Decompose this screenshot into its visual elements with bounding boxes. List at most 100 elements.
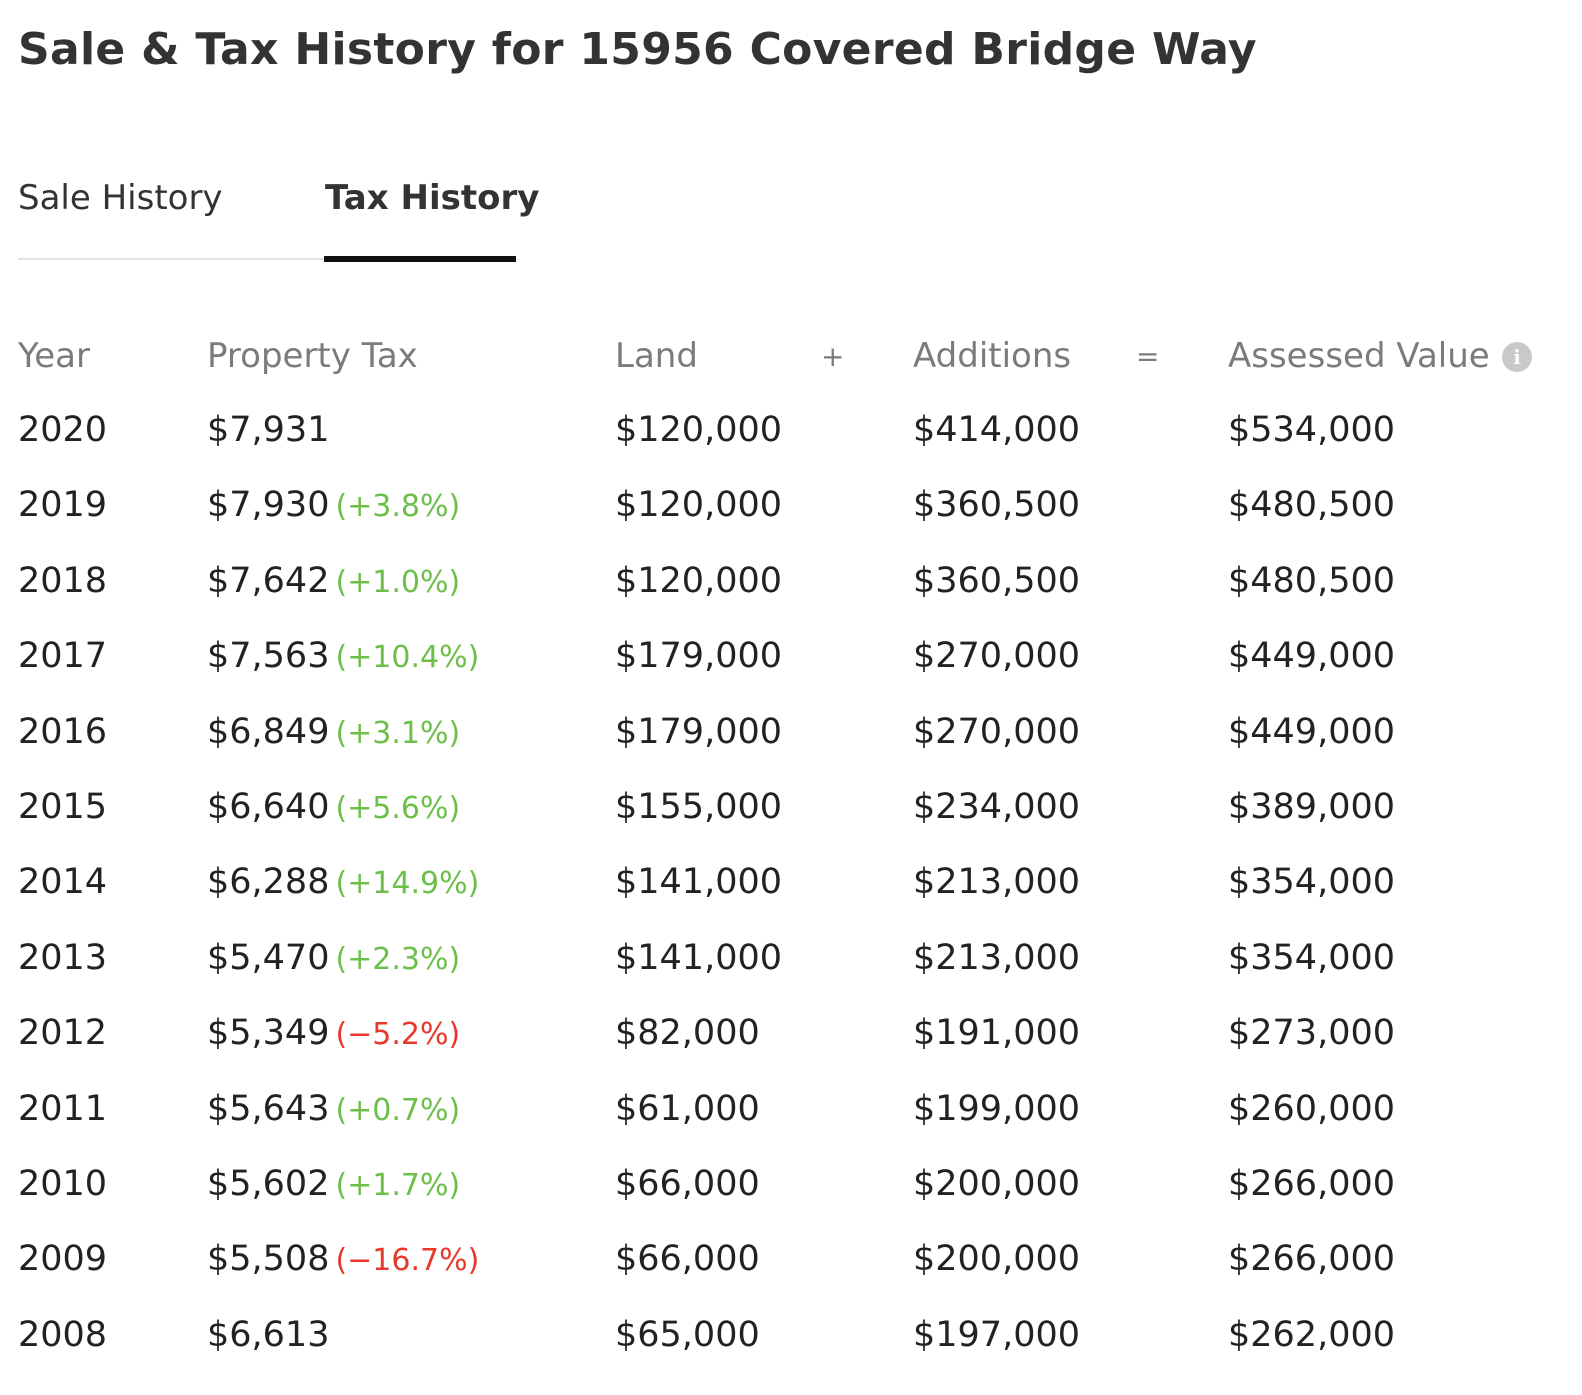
row-land: $120,000 bbox=[615, 561, 783, 601]
property-tax-amount: $5,602 bbox=[207, 1164, 330, 1204]
property-tax-amount: $7,642 bbox=[207, 561, 330, 601]
row-land: $141,000 bbox=[615, 862, 783, 902]
row-additions: $199,000 bbox=[913, 1089, 1081, 1129]
tax-change-percent: (+0.7%) bbox=[335, 1093, 461, 1128]
column-header-additions: Additions bbox=[913, 336, 1072, 376]
row-assessed-value: $480,500 bbox=[1228, 485, 1396, 525]
row-property-tax: $7,930 (+3.8%) bbox=[207, 481, 460, 531]
property-tax-amount: $6,288 bbox=[207, 862, 330, 902]
row-assessed-value: $480,500 bbox=[1228, 561, 1396, 601]
row-year: 2015 bbox=[18, 787, 108, 827]
row-additions: $270,000 bbox=[913, 636, 1081, 676]
row-assessed-value: $266,000 bbox=[1228, 1239, 1396, 1279]
row-property-tax: $7,642 (+1.0%) bbox=[207, 557, 460, 607]
column-header-land: Land bbox=[615, 336, 698, 376]
tax-change-percent: (−16.7%) bbox=[335, 1243, 480, 1278]
row-land: $61,000 bbox=[615, 1089, 760, 1129]
property-tax-amount: $6,640 bbox=[207, 787, 330, 827]
property-tax-amount: $5,643 bbox=[207, 1089, 330, 1129]
row-land: $141,000 bbox=[615, 938, 783, 978]
row-year: 2011 bbox=[18, 1089, 108, 1129]
row-property-tax: $6,640 (+5.6%) bbox=[207, 783, 460, 833]
row-land: $179,000 bbox=[615, 712, 783, 752]
tax-change-percent: (+1.7%) bbox=[335, 1168, 461, 1203]
row-year: 2018 bbox=[18, 561, 108, 601]
row-land: $66,000 bbox=[615, 1239, 760, 1279]
property-tax-amount: $7,930 bbox=[207, 485, 330, 525]
row-year: 2009 bbox=[18, 1239, 108, 1279]
tax-change-percent: (+5.6%) bbox=[335, 791, 461, 826]
row-property-tax: $6,613 bbox=[207, 1311, 329, 1359]
row-year: 2019 bbox=[18, 485, 108, 525]
row-land: $120,000 bbox=[615, 485, 783, 525]
row-land: $82,000 bbox=[615, 1013, 760, 1053]
page-title: Sale & Tax History for 15956 Covered Bri… bbox=[18, 24, 1257, 75]
row-assessed-value: $449,000 bbox=[1228, 712, 1396, 752]
property-tax-amount: $5,470 bbox=[207, 938, 330, 978]
tabs-divider bbox=[18, 258, 516, 260]
row-property-tax: $6,849 (+3.1%) bbox=[207, 708, 460, 758]
row-year: 2017 bbox=[18, 636, 108, 676]
row-year: 2013 bbox=[18, 938, 108, 978]
row-land: $179,000 bbox=[615, 636, 783, 676]
row-additions: $200,000 bbox=[913, 1239, 1081, 1279]
equals-operator: = bbox=[1136, 340, 1160, 373]
row-assessed-value: $449,000 bbox=[1228, 636, 1396, 676]
row-additions: $191,000 bbox=[913, 1013, 1081, 1053]
row-property-tax: $5,470 (+2.3%) bbox=[207, 934, 460, 984]
row-assessed-value: $354,000 bbox=[1228, 862, 1396, 902]
row-property-tax: $5,602 (+1.7%) bbox=[207, 1160, 460, 1210]
row-year: 2012 bbox=[18, 1013, 108, 1053]
row-additions: $213,000 bbox=[913, 862, 1081, 902]
tax-change-percent: (−5.2%) bbox=[335, 1017, 461, 1052]
row-assessed-value: $354,000 bbox=[1228, 938, 1396, 978]
plus-operator: + bbox=[821, 340, 845, 373]
row-land: $65,000 bbox=[615, 1315, 760, 1355]
property-tax-amount: $7,563 bbox=[207, 636, 330, 676]
tax-change-percent: (+3.1%) bbox=[335, 716, 461, 751]
row-property-tax: $5,508 (−16.7%) bbox=[207, 1235, 479, 1285]
tax-change-percent: (+1.0%) bbox=[335, 565, 461, 600]
column-header-property-tax: Property Tax bbox=[207, 336, 418, 376]
row-year: 2008 bbox=[18, 1315, 108, 1355]
column-header-year: Year bbox=[18, 336, 90, 376]
info-icon[interactable]: i bbox=[1502, 342, 1532, 372]
tax-change-percent: (+3.8%) bbox=[335, 489, 461, 524]
row-property-tax: $5,643 (+0.7%) bbox=[207, 1085, 460, 1135]
row-additions: $270,000 bbox=[913, 712, 1081, 752]
row-property-tax: $6,288 (+14.9%) bbox=[207, 858, 479, 908]
property-tax-amount: $7,931 bbox=[207, 410, 330, 450]
row-property-tax: $7,931 bbox=[207, 406, 329, 454]
row-land: $66,000 bbox=[615, 1164, 760, 1204]
column-header-assessed-value: Assessed Value bbox=[1228, 336, 1490, 376]
tab-sale-history[interactable]: Sale History bbox=[18, 178, 223, 218]
property-tax-amount: $6,849 bbox=[207, 712, 330, 752]
property-tax-amount: $5,349 bbox=[207, 1013, 330, 1053]
history-tabs: Sale History Tax History bbox=[18, 160, 539, 262]
row-assessed-value: $534,000 bbox=[1228, 410, 1396, 450]
row-assessed-value: $260,000 bbox=[1228, 1089, 1396, 1129]
row-land: $120,000 bbox=[615, 410, 783, 450]
row-assessed-value: $262,000 bbox=[1228, 1315, 1396, 1355]
row-additions: $197,000 bbox=[913, 1315, 1081, 1355]
property-tax-amount: $5,508 bbox=[207, 1239, 330, 1279]
active-tab-indicator bbox=[324, 256, 516, 262]
row-year: 2020 bbox=[18, 410, 108, 450]
row-property-tax: $7,563 (+10.4%) bbox=[207, 632, 479, 682]
row-year: 2016 bbox=[18, 712, 108, 752]
row-land: $155,000 bbox=[615, 787, 783, 827]
row-additions: $360,500 bbox=[913, 485, 1081, 525]
row-additions: $360,500 bbox=[913, 561, 1081, 601]
property-tax-amount: $6,613 bbox=[207, 1315, 330, 1355]
row-assessed-value: $273,000 bbox=[1228, 1013, 1396, 1053]
row-assessed-value: $389,000 bbox=[1228, 787, 1396, 827]
row-year: 2010 bbox=[18, 1164, 108, 1204]
tax-change-percent: (+2.3%) bbox=[335, 942, 461, 977]
row-property-tax: $5,349 (−5.2%) bbox=[207, 1009, 460, 1059]
row-additions: $414,000 bbox=[913, 410, 1081, 450]
row-additions: $234,000 bbox=[913, 787, 1081, 827]
tab-tax-history[interactable]: Tax History bbox=[325, 178, 540, 218]
row-year: 2014 bbox=[18, 862, 108, 902]
row-additions: $200,000 bbox=[913, 1164, 1081, 1204]
